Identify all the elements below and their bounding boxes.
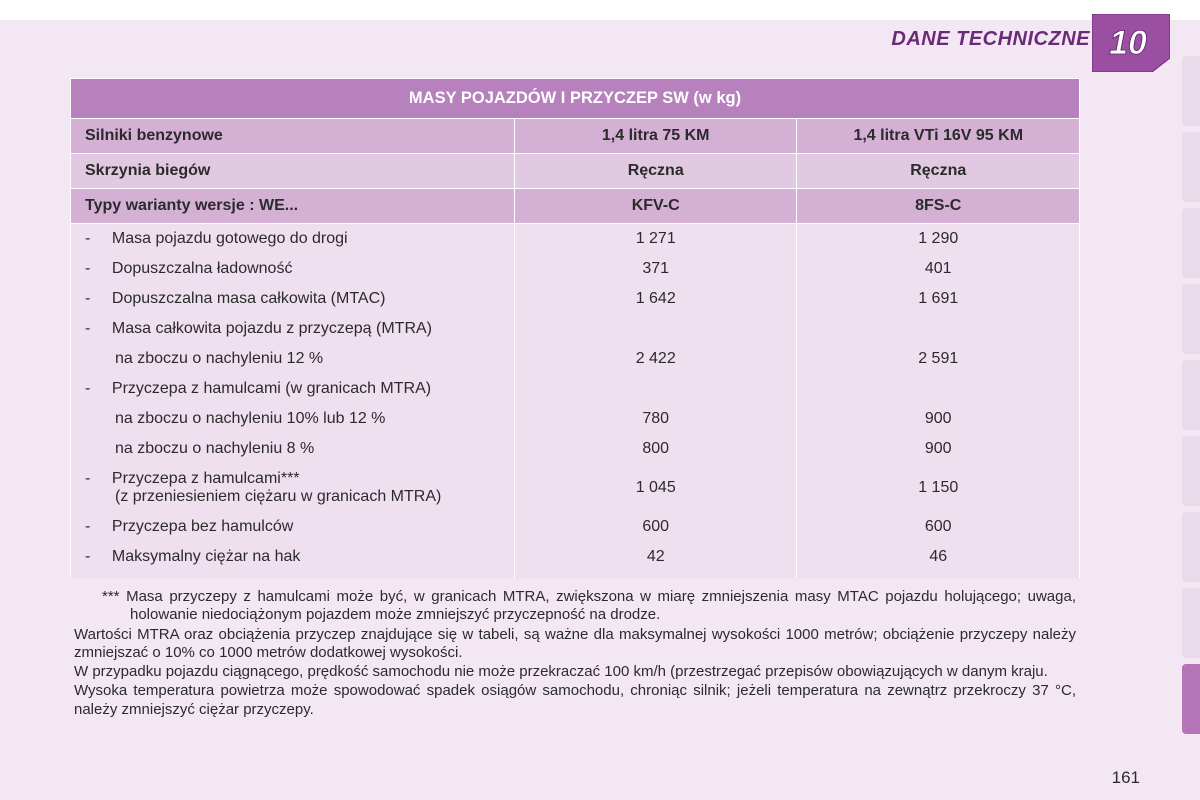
side-tabs (1176, 56, 1200, 770)
row-value-2: 1 691 (797, 284, 1080, 314)
gearbox-col-1: Ręczna (514, 154, 797, 189)
row-value-2 (797, 314, 1080, 344)
row-label: - Masa pojazdu gotowego do drogi (71, 224, 515, 255)
chapter-badge: 10 (1092, 14, 1170, 72)
table-row: na zboczu o nachyleniu 12 %2 4222 591 (71, 344, 1080, 374)
row-label: na zboczu o nachyleniu 12 % (71, 344, 515, 374)
variant-col-1: KFV-C (514, 189, 797, 224)
table-row: - Przyczepa bez hamulców600600 (71, 512, 1080, 542)
row-value-2: 900 (797, 434, 1080, 464)
row-value-1: 1 271 (514, 224, 797, 255)
table-row: - Masa pojazdu gotowego do drogi1 2711 2… (71, 224, 1080, 255)
spec-table: MASY POJAZDÓW I PRZYCZEP SW (w kg) Silni… (70, 78, 1080, 578)
row-value-2: 46 (797, 542, 1080, 578)
footnotes: *** Masa przyczepy z hamulcami może być,… (70, 588, 1080, 719)
page: DANE TECHNICZNE 10 MASY POJAZDÓW I PRZYC… (0, 0, 1200, 800)
row-label: na zboczu o nachyleniu 8 % (71, 434, 515, 464)
table-row: - Dopuszczalna masa całkowita (MTAC)1 64… (71, 284, 1080, 314)
table-row: - Przyczepa z hamulcami (w granicach MTR… (71, 374, 1080, 404)
engine-col-2: 1,4 litra VTi 16V 95 KM (797, 119, 1080, 154)
table-row: - Dopuszczalna ładowność371401 (71, 254, 1080, 284)
gearbox-row: Skrzynia biegów Ręczna Ręczna (71, 154, 1080, 189)
row-value-1 (514, 314, 797, 344)
chapter-number: 10 (1109, 24, 1147, 62)
row-label: - Przyczepa bez hamulców (71, 512, 515, 542)
row-value-2 (797, 374, 1080, 404)
page-number: 161 (1112, 768, 1140, 788)
side-tab[interactable] (1182, 284, 1200, 354)
side-tab[interactable] (1182, 208, 1200, 278)
row-label: - Przyczepa z hamulcami***(z przeniesien… (71, 464, 515, 512)
table-row: - Masa całkowita pojazdu z przyczepą (MT… (71, 314, 1080, 344)
engines-label: Silniki benzynowe (71, 119, 515, 154)
side-tab[interactable] (1182, 512, 1200, 582)
footnote-1: *** Masa przyczepy z hamulcami może być,… (74, 588, 1076, 625)
row-value-1: 42 (514, 542, 797, 578)
row-value-1: 2 422 (514, 344, 797, 374)
footnote-3: W przypadku pojazdu ciągnącego, prędkość… (74, 663, 1076, 681)
footnote-2: Wartości MTRA oraz obciążenia przyczep z… (74, 626, 1076, 663)
table-title-row: MASY POJAZDÓW I PRZYCZEP SW (w kg) (71, 79, 1080, 119)
side-tab[interactable] (1182, 436, 1200, 506)
table-row: - Maksymalny ciężar na hak4246 (71, 542, 1080, 578)
table-row: na zboczu o nachyleniu 8 %800900 (71, 434, 1080, 464)
row-value-2: 1 150 (797, 464, 1080, 512)
side-tab[interactable] (1182, 664, 1200, 734)
row-label: - Przyczepa z hamulcami (w granicach MTR… (71, 374, 515, 404)
row-value-1: 600 (514, 512, 797, 542)
row-value-2: 1 290 (797, 224, 1080, 255)
table-row: - Przyczepa z hamulcami***(z przeniesien… (71, 464, 1080, 512)
row-value-1: 1 642 (514, 284, 797, 314)
row-value-2: 401 (797, 254, 1080, 284)
row-value-1 (514, 374, 797, 404)
row-value-1: 1 045 (514, 464, 797, 512)
row-label: - Maksymalny ciężar na hak (71, 542, 515, 578)
gearbox-col-2: Ręczna (797, 154, 1080, 189)
section-title: DANE TECHNICZNE (60, 28, 1090, 56)
table-row: na zboczu o nachyleniu 10% lub 12 %78090… (71, 404, 1080, 434)
content-area: MASY POJAZDÓW I PRZYCZEP SW (w kg) Silni… (70, 78, 1080, 762)
row-value-2: 600 (797, 512, 1080, 542)
gearbox-label: Skrzynia biegów (71, 154, 515, 189)
row-label: na zboczu o nachyleniu 10% lub 12 % (71, 404, 515, 434)
side-tab[interactable] (1182, 360, 1200, 430)
row-value-1: 800 (514, 434, 797, 464)
row-label: - Masa całkowita pojazdu z przyczepą (MT… (71, 314, 515, 344)
side-tab[interactable] (1182, 588, 1200, 658)
side-tab[interactable] (1182, 132, 1200, 202)
side-tab[interactable] (1182, 56, 1200, 126)
engine-col-1: 1,4 litra 75 KM (514, 119, 797, 154)
variant-row: Typy warianty wersje : WE... KFV-C 8FS-C (71, 189, 1080, 224)
table-title: MASY POJAZDÓW I PRZYCZEP SW (w kg) (71, 79, 1080, 119)
row-value-2: 900 (797, 404, 1080, 434)
footnote-4: Wysoka temperatura powietrza może spowod… (74, 682, 1076, 719)
variant-label: Typy warianty wersje : WE... (71, 189, 515, 224)
row-value-2: 2 591 (797, 344, 1080, 374)
variant-col-2: 8FS-C (797, 189, 1080, 224)
row-value-1: 780 (514, 404, 797, 434)
top-white-strip (0, 0, 1200, 20)
engines-row: Silniki benzynowe 1,4 litra 75 KM 1,4 li… (71, 119, 1080, 154)
row-label: - Dopuszczalna ładowność (71, 254, 515, 284)
row-label: - Dopuszczalna masa całkowita (MTAC) (71, 284, 515, 314)
row-value-1: 371 (514, 254, 797, 284)
